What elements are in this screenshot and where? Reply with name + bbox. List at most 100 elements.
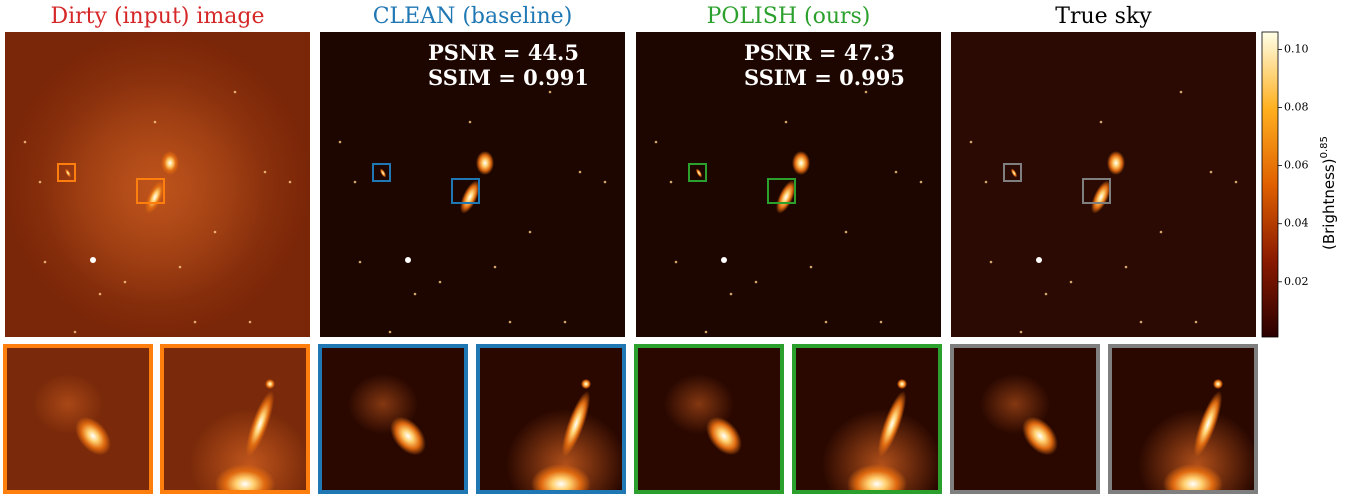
faint-source [1045, 293, 1048, 296]
faint-source [339, 141, 342, 144]
inset [634, 344, 784, 494]
faint-source [359, 261, 362, 264]
faint-source [414, 293, 417, 296]
colorbar-tick-label: 0.08 [1284, 101, 1309, 114]
colorbar-tick-label: 0.02 [1284, 275, 1309, 288]
faint-source [1140, 321, 1143, 324]
colorbar: (Brightness)0.85 0.020.040.060.080.10 [1262, 32, 1338, 337]
faint-source [354, 181, 357, 184]
faint-source [1125, 266, 1128, 269]
faint-source [389, 331, 392, 334]
faint-source [920, 181, 923, 184]
source-lobe [476, 151, 494, 175]
faint-source [810, 266, 813, 269]
metric: SSIM = 0.995 [744, 65, 905, 90]
faint-source [99, 293, 102, 296]
inset [792, 344, 942, 495]
faint-source [194, 321, 197, 324]
source-lobe [1107, 151, 1125, 175]
metric: PSNR = 44.5 [428, 40, 579, 65]
faint-source [970, 141, 973, 144]
faint-source [154, 121, 157, 124]
faint-source [264, 171, 267, 174]
faint-source [494, 266, 497, 269]
source-point [1036, 257, 1042, 263]
panel-title: CLEAN (baseline) [373, 4, 573, 29]
inset [160, 344, 310, 495]
faint-source [74, 331, 77, 334]
panels: Dirty (input) image CLEAN (baseline) PSNR … [3, 4, 1258, 495]
inset [476, 344, 626, 495]
faint-source [1160, 231, 1163, 234]
faint-source [214, 231, 217, 234]
panel: True sky [950, 4, 1258, 495]
faint-source [509, 321, 512, 324]
metric: PSNR = 47.3 [744, 40, 895, 65]
faint-source [289, 181, 292, 184]
faint-source [1235, 181, 1238, 184]
faint-source [604, 181, 607, 184]
faint-source [1100, 121, 1103, 124]
faint-source [880, 321, 883, 324]
colorbar-label-base: (Brightness) [1320, 158, 1338, 250]
panel-image [5, 32, 310, 337]
figure: Dirty (input) image CLEAN (baseline) PSNR … [0, 0, 1351, 495]
faint-source [579, 171, 582, 174]
faint-source [44, 261, 47, 264]
faint-source [439, 281, 442, 284]
faint-source [24, 141, 27, 144]
faint-source [1210, 171, 1213, 174]
faint-source [785, 121, 788, 124]
panel-title: True sky [1055, 4, 1152, 29]
panel-title: Dirty (input) image [50, 4, 264, 29]
colorbar-gradient [1262, 32, 1278, 337]
faint-source [179, 266, 182, 269]
source-lobe [792, 151, 810, 175]
inset [3, 344, 153, 494]
faint-source [730, 293, 733, 296]
faint-source [469, 121, 472, 124]
source-point [90, 257, 96, 263]
faint-source [755, 281, 758, 284]
faint-source [990, 261, 993, 264]
faint-source [39, 181, 42, 184]
faint-source [249, 321, 252, 324]
faint-source [845, 231, 848, 234]
faint-source [564, 321, 567, 324]
source-point [721, 257, 727, 263]
faint-source [529, 231, 532, 234]
inset [950, 344, 1100, 494]
colorbar-label-exponent: 0.85 [1319, 136, 1330, 158]
faint-source [895, 171, 898, 174]
faint-source [865, 91, 868, 94]
faint-source [705, 331, 708, 334]
panel-title: POLISH (ours) [707, 4, 871, 29]
panel-image [951, 32, 1256, 337]
panel: Dirty (input) image [3, 4, 310, 495]
faint-source [549, 91, 552, 94]
inset-core [1213, 379, 1223, 389]
inset [1108, 344, 1258, 495]
faint-source [234, 91, 237, 94]
faint-source [655, 141, 658, 144]
faint-source [1070, 281, 1073, 284]
panel: POLISH (ours) PSNR = 47.3SSIM = 0.995 [634, 4, 942, 495]
faint-source [985, 181, 988, 184]
faint-source [1020, 331, 1023, 334]
faint-source [1180, 91, 1183, 94]
inset [318, 344, 468, 494]
colorbar-tick-label: 0.10 [1284, 42, 1309, 55]
inset-core [265, 379, 275, 389]
colorbar-label: (Brightness)0.85 [1319, 136, 1338, 250]
source-point [405, 257, 411, 263]
source-lobe [161, 151, 179, 175]
colorbar-tick-label: 0.04 [1284, 217, 1309, 230]
faint-source [675, 261, 678, 264]
faint-source [825, 321, 828, 324]
faint-source [1195, 321, 1198, 324]
faint-source [124, 281, 127, 284]
inset-core [581, 379, 591, 389]
metric: SSIM = 0.991 [428, 65, 589, 90]
faint-source [670, 181, 673, 184]
